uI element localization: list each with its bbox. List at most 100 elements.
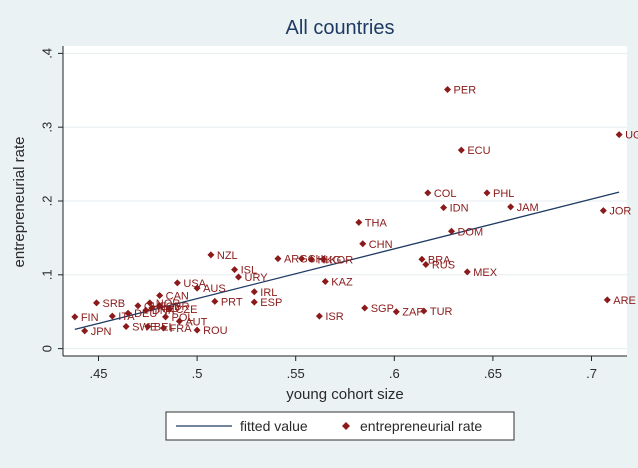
point-marker (321, 277, 329, 285)
point-label: USA (183, 278, 206, 290)
data-point-fin: FIN (71, 312, 99, 324)
x-tick-label: .6 (389, 366, 400, 381)
point-label: ISR (325, 311, 343, 323)
point-marker (319, 255, 327, 263)
data-point-bra: BRA (418, 254, 451, 266)
point-marker (211, 297, 219, 305)
point-label: NOR (156, 298, 181, 310)
point-marker (444, 86, 452, 94)
data-point-isl: ISL (231, 265, 257, 277)
data-point-isr: ISR (315, 311, 344, 323)
point-label: IDN (450, 203, 469, 215)
y-tick-label: .4 (39, 48, 54, 59)
legend: fitted value entrepreneurial rate (165, 411, 515, 441)
data-point-esp: ESP (250, 297, 282, 309)
data-point-usa: USA (173, 278, 207, 290)
data-point-tur: TUR (420, 306, 453, 318)
point-marker (175, 317, 183, 325)
data-point-phl: PHL (483, 188, 514, 200)
point-label: JAM (517, 202, 539, 214)
point-marker (156, 291, 164, 299)
data-point-col: COL (424, 188, 456, 200)
point-marker (193, 326, 201, 334)
x-tick-label: .45 (89, 366, 107, 381)
point-marker (144, 322, 152, 330)
point-label: CHN (369, 239, 393, 251)
point-marker (361, 304, 369, 312)
point-marker (483, 189, 491, 197)
point-label: RUS (432, 259, 455, 271)
point-label: DOM (457, 226, 483, 238)
point-marker (274, 255, 282, 263)
data-point-ita: ITA (108, 311, 135, 323)
point-marker (599, 207, 607, 215)
point-label: FRA (170, 323, 193, 335)
point-label: POL (172, 312, 194, 324)
point-marker (603, 296, 611, 304)
point-marker (424, 189, 432, 197)
data-point-dom: DOM (447, 226, 483, 238)
point-label: FIN (81, 312, 99, 324)
point-label: ISL (241, 265, 258, 277)
data-point-jpn: JPN (81, 326, 112, 338)
data-point-pol: POL (162, 312, 194, 324)
x-tick-label: .5 (192, 366, 203, 381)
point-label: KOR (329, 254, 353, 266)
point-label: AUS (203, 283, 226, 295)
data-point-deu: DEU (124, 308, 157, 320)
point-label: PRT (221, 296, 243, 308)
data-point-cze: CZE (165, 304, 197, 316)
point-marker (71, 313, 79, 321)
point-marker (160, 324, 168, 332)
point-marker (615, 131, 623, 139)
point-marker (165, 305, 173, 313)
point-label: CAN (166, 290, 189, 302)
data-point-irl: IRL (250, 287, 277, 299)
point-marker (81, 327, 89, 335)
data-point-uga: UGA (615, 130, 638, 142)
y-tick-label: .2 (39, 196, 54, 207)
point-label: IRL (260, 287, 277, 299)
data-point-idn: IDN (440, 203, 469, 215)
data-point-jam: JAM (507, 202, 539, 214)
data-point-chl: CHL (298, 254, 330, 266)
y-tick-label: .3 (39, 122, 54, 133)
point-label: UGA (625, 130, 638, 142)
data-point-kor: KOR (319, 254, 353, 266)
data-point-sgp: SGP (361, 303, 394, 315)
point-label: ZAF (402, 307, 423, 319)
data-point-aus: AUS (193, 283, 226, 295)
point-label: AUT (185, 316, 207, 328)
point-label: ECU (467, 145, 490, 157)
point-label: PER (454, 85, 477, 97)
point-label: SWE (132, 321, 157, 333)
point-marker (231, 266, 239, 274)
y-axis-label: entrepreneurial rate (11, 137, 28, 268)
point-marker (250, 288, 258, 296)
data-point-aut: AUT (175, 316, 208, 328)
point-marker (148, 304, 156, 312)
point-marker (93, 299, 101, 307)
point-label: JPN (91, 326, 112, 338)
point-marker (235, 273, 243, 281)
point-label: ARG (284, 254, 308, 266)
fitted-line (74, 191, 620, 331)
data-point-srb: SRB (93, 298, 125, 310)
point-label: SGP (371, 303, 394, 315)
grid (63, 52, 627, 350)
point-label: NZL (217, 250, 238, 262)
point-marker (418, 255, 426, 263)
point-marker (463, 268, 471, 276)
fitted-line-layer (74, 191, 620, 331)
point-marker (420, 307, 428, 315)
data-point-chn: CHN (359, 239, 393, 251)
point-marker (307, 255, 315, 263)
point-marker (146, 299, 154, 307)
point-label: THA (365, 217, 388, 229)
point-label: SRB (103, 298, 126, 310)
point-marker (193, 284, 201, 292)
point-label: ITA (118, 311, 135, 323)
point-marker (392, 308, 400, 316)
data-point-prt: PRT (211, 296, 243, 308)
